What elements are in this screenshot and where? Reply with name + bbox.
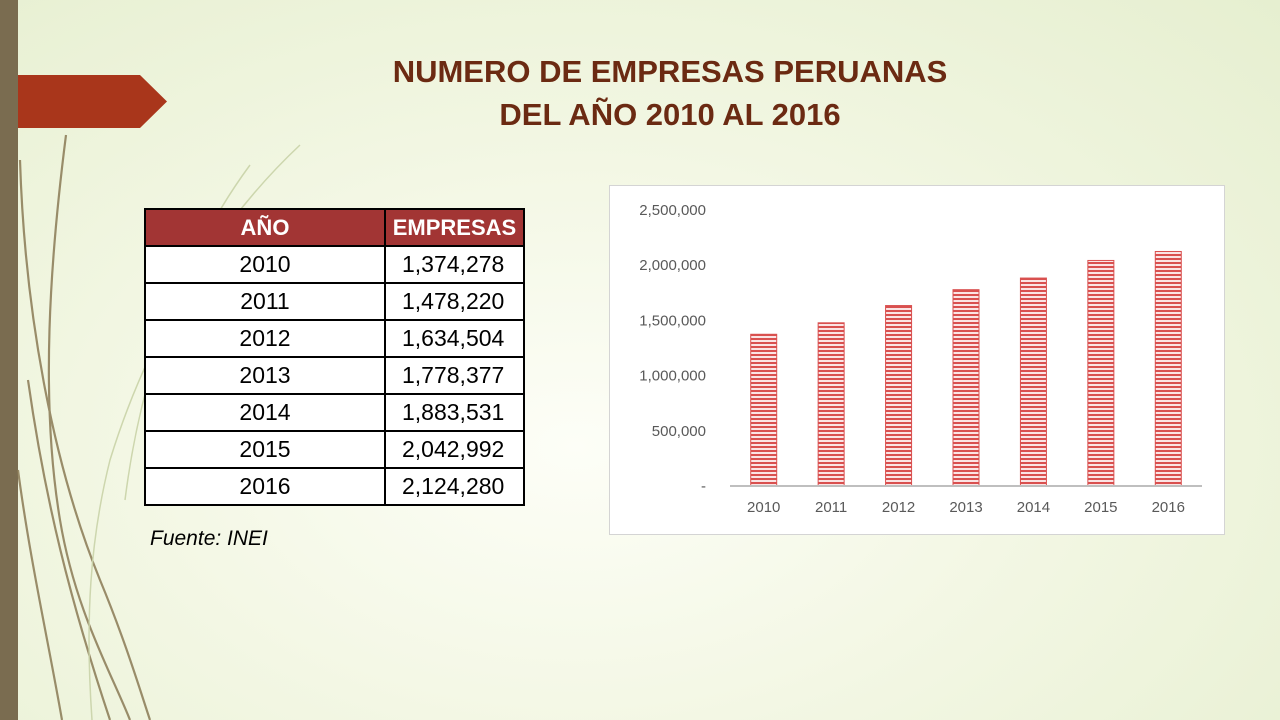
- bar-2013: [952, 289, 980, 487]
- cell-companies: 1,883,531: [384, 393, 525, 432]
- bar-2010: [750, 333, 778, 487]
- bar-chart: - 500,000 1,000,000 1,500,000 2,000,000 2,500…: [609, 185, 1225, 535]
- x-tick-label: 2013: [949, 499, 982, 516]
- x-tick-label: 2011: [815, 499, 847, 516]
- cell-year: 2014: [144, 393, 386, 432]
- table-row: 2010 1,374,278: [144, 245, 525, 284]
- bar-2016: [1154, 250, 1182, 487]
- cell-year: 2015: [144, 430, 386, 469]
- cell-year: 2010: [144, 245, 386, 284]
- table-row: 2014 1,883,531: [144, 393, 525, 432]
- cell-companies: 1,634,504: [384, 319, 525, 358]
- y-tick-label: 500,000: [652, 423, 706, 440]
- table-row: 2012 1,634,504: [144, 319, 525, 358]
- cell-companies: 2,124,280: [384, 467, 525, 506]
- x-tick-label: 2014: [1017, 499, 1050, 516]
- y-tick-label: 2,000,000: [639, 257, 706, 274]
- slide-title: NUMERO DE EMPRESAS PERUANAS DEL AÑO 2010…: [300, 50, 1040, 136]
- x-tick-label: 2010: [747, 499, 780, 516]
- x-tick-label: 2015: [1084, 499, 1117, 516]
- source-note: Fuente: INEI: [150, 527, 268, 550]
- cell-companies: 1,478,220: [384, 282, 525, 321]
- table-row: 2015 2,042,992: [144, 430, 525, 469]
- left-accent-bar: [0, 0, 18, 720]
- bar-2012: [885, 305, 913, 487]
- cell-year: 2013: [144, 356, 386, 395]
- table-row: 2016 2,124,280: [144, 467, 525, 506]
- title-line-2: DEL AÑO 2010 AL 2016: [499, 97, 841, 132]
- arrow-tab-shape: [18, 75, 167, 128]
- cell-year: 2012: [144, 319, 386, 358]
- cell-companies: 1,374,278: [384, 245, 525, 284]
- cell-companies: 1,778,377: [384, 356, 525, 395]
- y-tick-label: 1,000,000: [639, 368, 706, 385]
- header-companies: EMPRESAS: [384, 208, 525, 247]
- cell-companies: 2,042,992: [384, 430, 525, 469]
- companies-table: AÑO EMPRESAS 2010 1,374,278 2011 1,478,2…: [144, 208, 525, 506]
- cell-year: 2011: [144, 282, 386, 321]
- x-tick-label: 2012: [882, 499, 915, 516]
- cell-year: 2016: [144, 467, 386, 506]
- bar-2014: [1019, 277, 1047, 487]
- bar-2011: [817, 322, 845, 487]
- bar-chart-svg: - 500,000 1,000,000 1,500,000 2,000,000 2,500…: [639, 202, 1202, 516]
- header-year: AÑO: [144, 208, 386, 247]
- title-line-1: NUMERO DE EMPRESAS PERUANAS: [392, 54, 948, 89]
- x-tick-label: 2016: [1152, 499, 1185, 516]
- y-tick-label: 2,500,000: [639, 202, 706, 219]
- y-tick-label: 1,500,000: [639, 312, 706, 329]
- table-row: 2011 1,478,220: [144, 282, 525, 321]
- y-tick-label: -: [701, 478, 706, 495]
- bar-2015: [1087, 259, 1115, 487]
- table-row: 2013 1,778,377: [144, 356, 525, 395]
- table-header-row: AÑO EMPRESAS: [144, 208, 525, 247]
